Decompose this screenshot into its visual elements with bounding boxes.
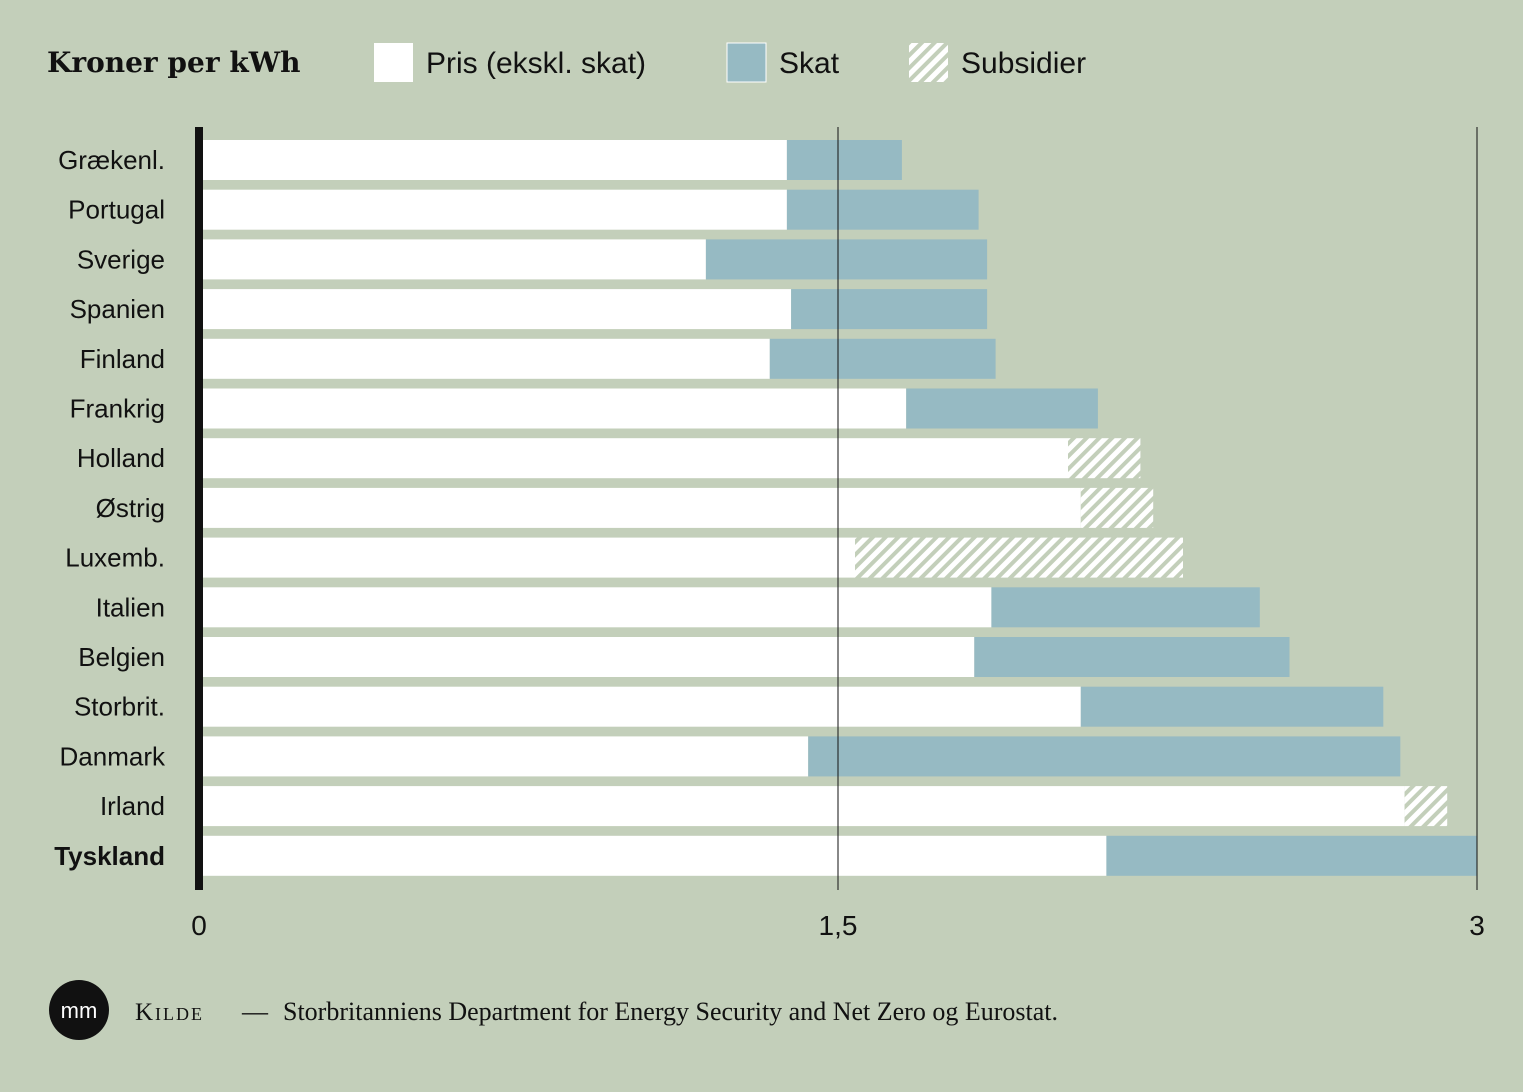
bar-price-13 bbox=[199, 786, 1405, 827]
category-label: Italien bbox=[96, 592, 165, 622]
category-label: Storbrit. bbox=[74, 692, 165, 722]
legend-swatch-subsidy bbox=[909, 43, 948, 82]
category-label: Grækenl. bbox=[58, 145, 165, 175]
category-label: Finland bbox=[80, 344, 165, 374]
bar-tax-1 bbox=[786, 189, 979, 230]
category-label: Tyskland bbox=[54, 841, 165, 871]
bar-subsidy-7 bbox=[1080, 487, 1154, 528]
bar-price-0 bbox=[199, 140, 787, 180]
source-label: Kilde bbox=[135, 999, 204, 1026]
source-text: Storbritanniens Department for Energy Se… bbox=[283, 997, 1058, 1026]
bar-tax-2 bbox=[705, 239, 988, 280]
bar-price-4 bbox=[199, 338, 770, 379]
category-label: Portugal bbox=[68, 195, 165, 225]
bar-subsidy-6 bbox=[1068, 438, 1141, 479]
bar-price-12 bbox=[199, 736, 809, 777]
category-label: Irland bbox=[100, 791, 165, 821]
source-dash: — bbox=[241, 997, 269, 1026]
x-tick-label: 3 bbox=[1469, 910, 1485, 941]
bar-price-2 bbox=[199, 239, 706, 280]
bar-price-1 bbox=[199, 189, 787, 230]
category-label: Frankrig bbox=[70, 394, 165, 424]
legend-label-tax: Skat bbox=[779, 47, 840, 80]
legend-label-price: Pris (ekskl. skat) bbox=[426, 47, 646, 80]
bar-price-9 bbox=[199, 587, 992, 628]
bar-price-8 bbox=[199, 537, 855, 578]
bar-price-5 bbox=[199, 388, 907, 429]
bar-price-14 bbox=[199, 835, 1107, 876]
legend: Kroner per kWh Pris (ekskl. skat) Skat S… bbox=[47, 42, 1086, 83]
bar-tax-3 bbox=[791, 289, 988, 330]
x-tick-label: 0 bbox=[191, 910, 207, 941]
x-tick-label: 1,5 bbox=[819, 910, 858, 941]
plot-area: Grækenl. Portugal Sverige Spanien Finland Fra… bbox=[54, 127, 1485, 941]
category-label: Holland bbox=[77, 443, 165, 473]
category-label: Belgien bbox=[78, 642, 165, 672]
bar-tax-14 bbox=[1106, 835, 1477, 876]
bar-tax-9 bbox=[991, 587, 1260, 628]
category-label: Danmark bbox=[60, 741, 166, 771]
source-footer: mm Kilde — Storbritanniens Department fo… bbox=[49, 980, 1058, 1040]
category-label: Sverige bbox=[77, 244, 165, 274]
bar-price-3 bbox=[199, 289, 792, 330]
logo-badge bbox=[49, 980, 109, 1040]
legend-label-subsidy: Subsidier bbox=[961, 47, 1086, 80]
bar-tax-4 bbox=[769, 338, 996, 379]
chart-unit-title: Kroner per kWh bbox=[47, 46, 301, 79]
logo-text: mm bbox=[61, 998, 98, 1023]
category-label: Spanien bbox=[70, 294, 165, 324]
bar-tax-0 bbox=[786, 140, 902, 180]
bar-price-7 bbox=[199, 487, 1081, 528]
bar-tax-12 bbox=[808, 736, 1401, 777]
legend-swatch-price bbox=[374, 43, 413, 82]
category-label: Luxemb. bbox=[65, 543, 165, 573]
bar-tax-11 bbox=[1080, 686, 1384, 727]
legend-swatch-tax bbox=[726, 42, 767, 83]
bar-subsidy-8 bbox=[855, 537, 1183, 578]
bar-tax-5 bbox=[906, 388, 1098, 429]
bar-subsidy-13 bbox=[1404, 786, 1448, 827]
bar-price-6 bbox=[199, 438, 1068, 479]
bar-tax-10 bbox=[974, 637, 1290, 677]
bar-price-11 bbox=[199, 686, 1081, 727]
category-label: Østrig bbox=[96, 493, 165, 523]
bar-price-10 bbox=[199, 637, 975, 677]
